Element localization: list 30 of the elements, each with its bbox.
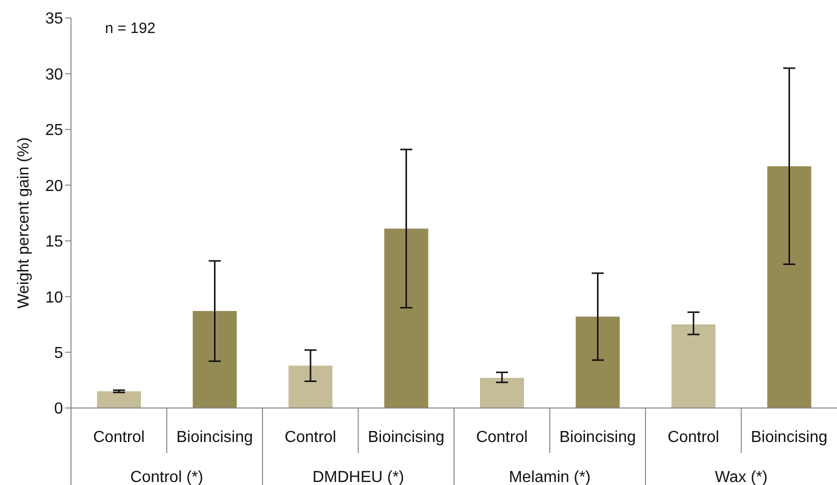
y-axis-title: Weight percent gain (%) — [16, 137, 33, 309]
text: Control — [93, 429, 145, 446]
text: Control — [668, 429, 720, 446]
series-label: Bioincising — [176, 429, 253, 446]
x-tick-label: Wax (*) — [714, 469, 768, 485]
y-tick-label: 30 — [45, 66, 64, 84]
text: Bioincising — [750, 429, 828, 446]
y-tick-label: 10 — [45, 289, 64, 306]
annotation: n = 192 — [105, 20, 156, 37]
text: Bioincising — [368, 429, 444, 446]
y-tick-label: 25 — [45, 122, 64, 140]
y-tick-label: 35 — [45, 10, 64, 28]
x-tick-label: DMDHEU (*) — [312, 469, 404, 485]
bar — [192, 311, 237, 408]
bar — [576, 316, 620, 408]
bar — [384, 228, 428, 408]
y-tick-label: 20 — [45, 178, 64, 195]
bar — [97, 391, 141, 408]
bar — [480, 378, 524, 408]
x-tick-label: Control (*) — [130, 469, 204, 485]
series-label: Control — [476, 429, 528, 446]
bar — [672, 324, 716, 408]
text: Control — [284, 429, 336, 446]
y-tick-label: 5 — [54, 344, 64, 362]
text: Bioincising — [559, 429, 636, 446]
y-tick-label: 0 — [54, 400, 64, 418]
x-tick-label: Melamin (*) — [508, 469, 591, 485]
y-tick-label: 15 — [45, 234, 64, 251]
bar — [767, 166, 812, 408]
bar — [288, 366, 332, 408]
